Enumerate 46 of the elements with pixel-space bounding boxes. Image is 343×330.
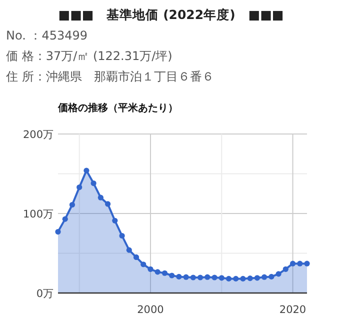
point xyxy=(112,218,118,224)
point xyxy=(69,202,76,208)
point xyxy=(162,270,168,276)
point xyxy=(126,247,132,253)
point xyxy=(133,254,140,260)
y-tick-label: 0万 xyxy=(36,288,54,300)
point xyxy=(212,274,218,280)
point xyxy=(233,276,239,282)
point xyxy=(90,180,96,186)
point xyxy=(190,274,196,280)
point xyxy=(176,274,182,280)
point xyxy=(119,232,125,239)
point xyxy=(154,269,160,275)
point xyxy=(98,194,104,200)
y-tick-label: 100万 xyxy=(22,208,54,220)
point xyxy=(240,276,246,282)
point xyxy=(55,228,61,235)
x-tick-label: 2000 xyxy=(137,304,164,316)
point xyxy=(290,260,296,266)
point xyxy=(204,274,210,280)
point xyxy=(254,275,260,281)
point xyxy=(282,266,288,272)
point xyxy=(62,216,68,222)
annotation: No. ：453499 xyxy=(6,28,88,42)
point xyxy=(183,274,189,280)
point xyxy=(268,274,274,280)
point xyxy=(262,274,268,280)
annotation: 価 格：37万/㎡ (122.31万/坪) xyxy=(6,49,172,63)
point xyxy=(84,168,90,174)
point xyxy=(226,276,232,282)
annotation: 住 所：沖縄県 那覇市泊１丁目６番６ xyxy=(6,70,214,84)
point xyxy=(297,260,303,266)
x-tick-label: 2020 xyxy=(279,304,306,316)
point xyxy=(218,275,224,281)
y-tick-label: 200万 xyxy=(22,129,54,141)
point xyxy=(247,275,253,282)
point xyxy=(76,184,82,190)
point xyxy=(105,201,111,207)
point xyxy=(148,266,154,272)
point xyxy=(197,274,204,280)
point xyxy=(276,271,282,277)
annotation: ■■■ 基準地価 (2022年度) ■■■ xyxy=(58,7,284,22)
point xyxy=(140,262,146,268)
point xyxy=(169,272,175,278)
title: 価格の推移（平米あたり） xyxy=(58,103,178,114)
point xyxy=(304,260,310,266)
